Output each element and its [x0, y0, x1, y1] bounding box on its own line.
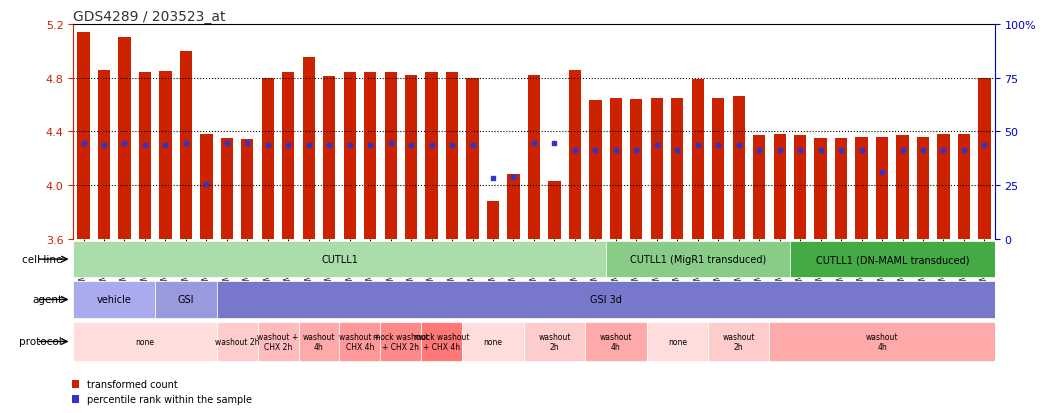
Bar	[241, 140, 253, 240]
Bar	[262, 78, 274, 240]
FancyBboxPatch shape	[770, 322, 995, 361]
FancyBboxPatch shape	[73, 322, 217, 361]
Bar	[937, 135, 950, 240]
Text: washout
4h: washout 4h	[303, 332, 335, 351]
FancyBboxPatch shape	[789, 241, 995, 278]
Bar	[733, 97, 744, 240]
Bar	[466, 78, 478, 240]
Bar	[282, 73, 294, 240]
Text: mock washout
+ CHX 2h: mock washout + CHX 2h	[373, 332, 428, 351]
Bar	[917, 138, 929, 240]
Bar	[549, 182, 560, 240]
FancyBboxPatch shape	[524, 322, 585, 361]
Bar	[221, 139, 233, 240]
Text: vehicle: vehicle	[96, 295, 132, 305]
Bar	[303, 58, 315, 240]
Legend: transformed count, percentile rank within the sample: transformed count, percentile rank withi…	[68, 375, 257, 408]
FancyBboxPatch shape	[605, 241, 789, 278]
FancyBboxPatch shape	[463, 322, 524, 361]
Bar	[630, 100, 643, 240]
Bar	[794, 136, 806, 240]
Text: CUTLL1 (MigR1 transduced): CUTLL1 (MigR1 transduced)	[629, 254, 766, 264]
FancyBboxPatch shape	[298, 322, 339, 361]
Text: CUTLL1 (DN-MAML transduced): CUTLL1 (DN-MAML transduced)	[816, 254, 970, 264]
FancyBboxPatch shape	[421, 322, 463, 361]
Text: washout 2h: washout 2h	[215, 337, 260, 346]
Text: CUTLL1: CUTLL1	[321, 254, 358, 264]
Bar	[159, 72, 172, 240]
Bar	[569, 70, 581, 240]
Bar	[200, 135, 213, 240]
Bar	[139, 73, 151, 240]
Bar	[692, 80, 704, 240]
FancyBboxPatch shape	[585, 322, 647, 361]
Bar	[896, 136, 909, 240]
Bar	[528, 76, 540, 240]
Bar	[405, 76, 418, 240]
Bar	[834, 139, 847, 240]
Bar	[650, 99, 663, 240]
Bar	[180, 52, 192, 240]
FancyBboxPatch shape	[258, 322, 298, 361]
Text: washout
2h: washout 2h	[538, 332, 571, 351]
Bar	[384, 73, 397, 240]
Text: cell line: cell line	[22, 254, 62, 264]
Bar	[446, 73, 459, 240]
Text: washout
4h: washout 4h	[600, 332, 632, 351]
Bar	[589, 101, 602, 240]
Bar	[978, 78, 990, 240]
Text: washout
4h: washout 4h	[866, 332, 898, 351]
FancyBboxPatch shape	[380, 322, 421, 361]
Bar	[855, 138, 868, 240]
Text: agent: agent	[32, 295, 62, 305]
Bar	[487, 202, 499, 240]
FancyBboxPatch shape	[708, 322, 770, 361]
Bar	[97, 70, 110, 240]
Text: none: none	[484, 337, 503, 346]
Bar	[343, 73, 356, 240]
Bar	[364, 73, 376, 240]
Bar	[425, 73, 438, 240]
Bar	[774, 135, 786, 240]
Text: GDS4289 / 203523_at: GDS4289 / 203523_at	[73, 10, 226, 24]
Text: washout
2h: washout 2h	[722, 332, 755, 351]
FancyBboxPatch shape	[73, 241, 605, 278]
Bar	[876, 138, 888, 240]
Bar	[712, 99, 725, 240]
Bar	[324, 77, 335, 240]
Bar	[609, 99, 622, 240]
Text: protocol: protocol	[20, 337, 62, 347]
FancyBboxPatch shape	[217, 282, 995, 318]
Bar	[958, 135, 971, 240]
FancyBboxPatch shape	[217, 322, 258, 361]
Text: washout +
CHX 4h: washout + CHX 4h	[339, 332, 380, 351]
Text: GSI 3d: GSI 3d	[589, 295, 622, 305]
Bar	[671, 99, 684, 240]
Bar	[77, 33, 90, 240]
Text: none: none	[135, 337, 155, 346]
Bar	[815, 139, 827, 240]
Bar	[508, 175, 519, 240]
FancyBboxPatch shape	[73, 282, 155, 318]
Text: none: none	[668, 337, 687, 346]
Text: GSI: GSI	[178, 295, 194, 305]
Text: washout +
CHX 2h: washout + CHX 2h	[258, 332, 298, 351]
Bar	[753, 136, 765, 240]
FancyBboxPatch shape	[647, 322, 708, 361]
Text: mock washout
+ CHX 4h: mock washout + CHX 4h	[414, 332, 470, 351]
Bar	[118, 38, 131, 240]
FancyBboxPatch shape	[155, 282, 217, 318]
FancyBboxPatch shape	[339, 322, 380, 361]
